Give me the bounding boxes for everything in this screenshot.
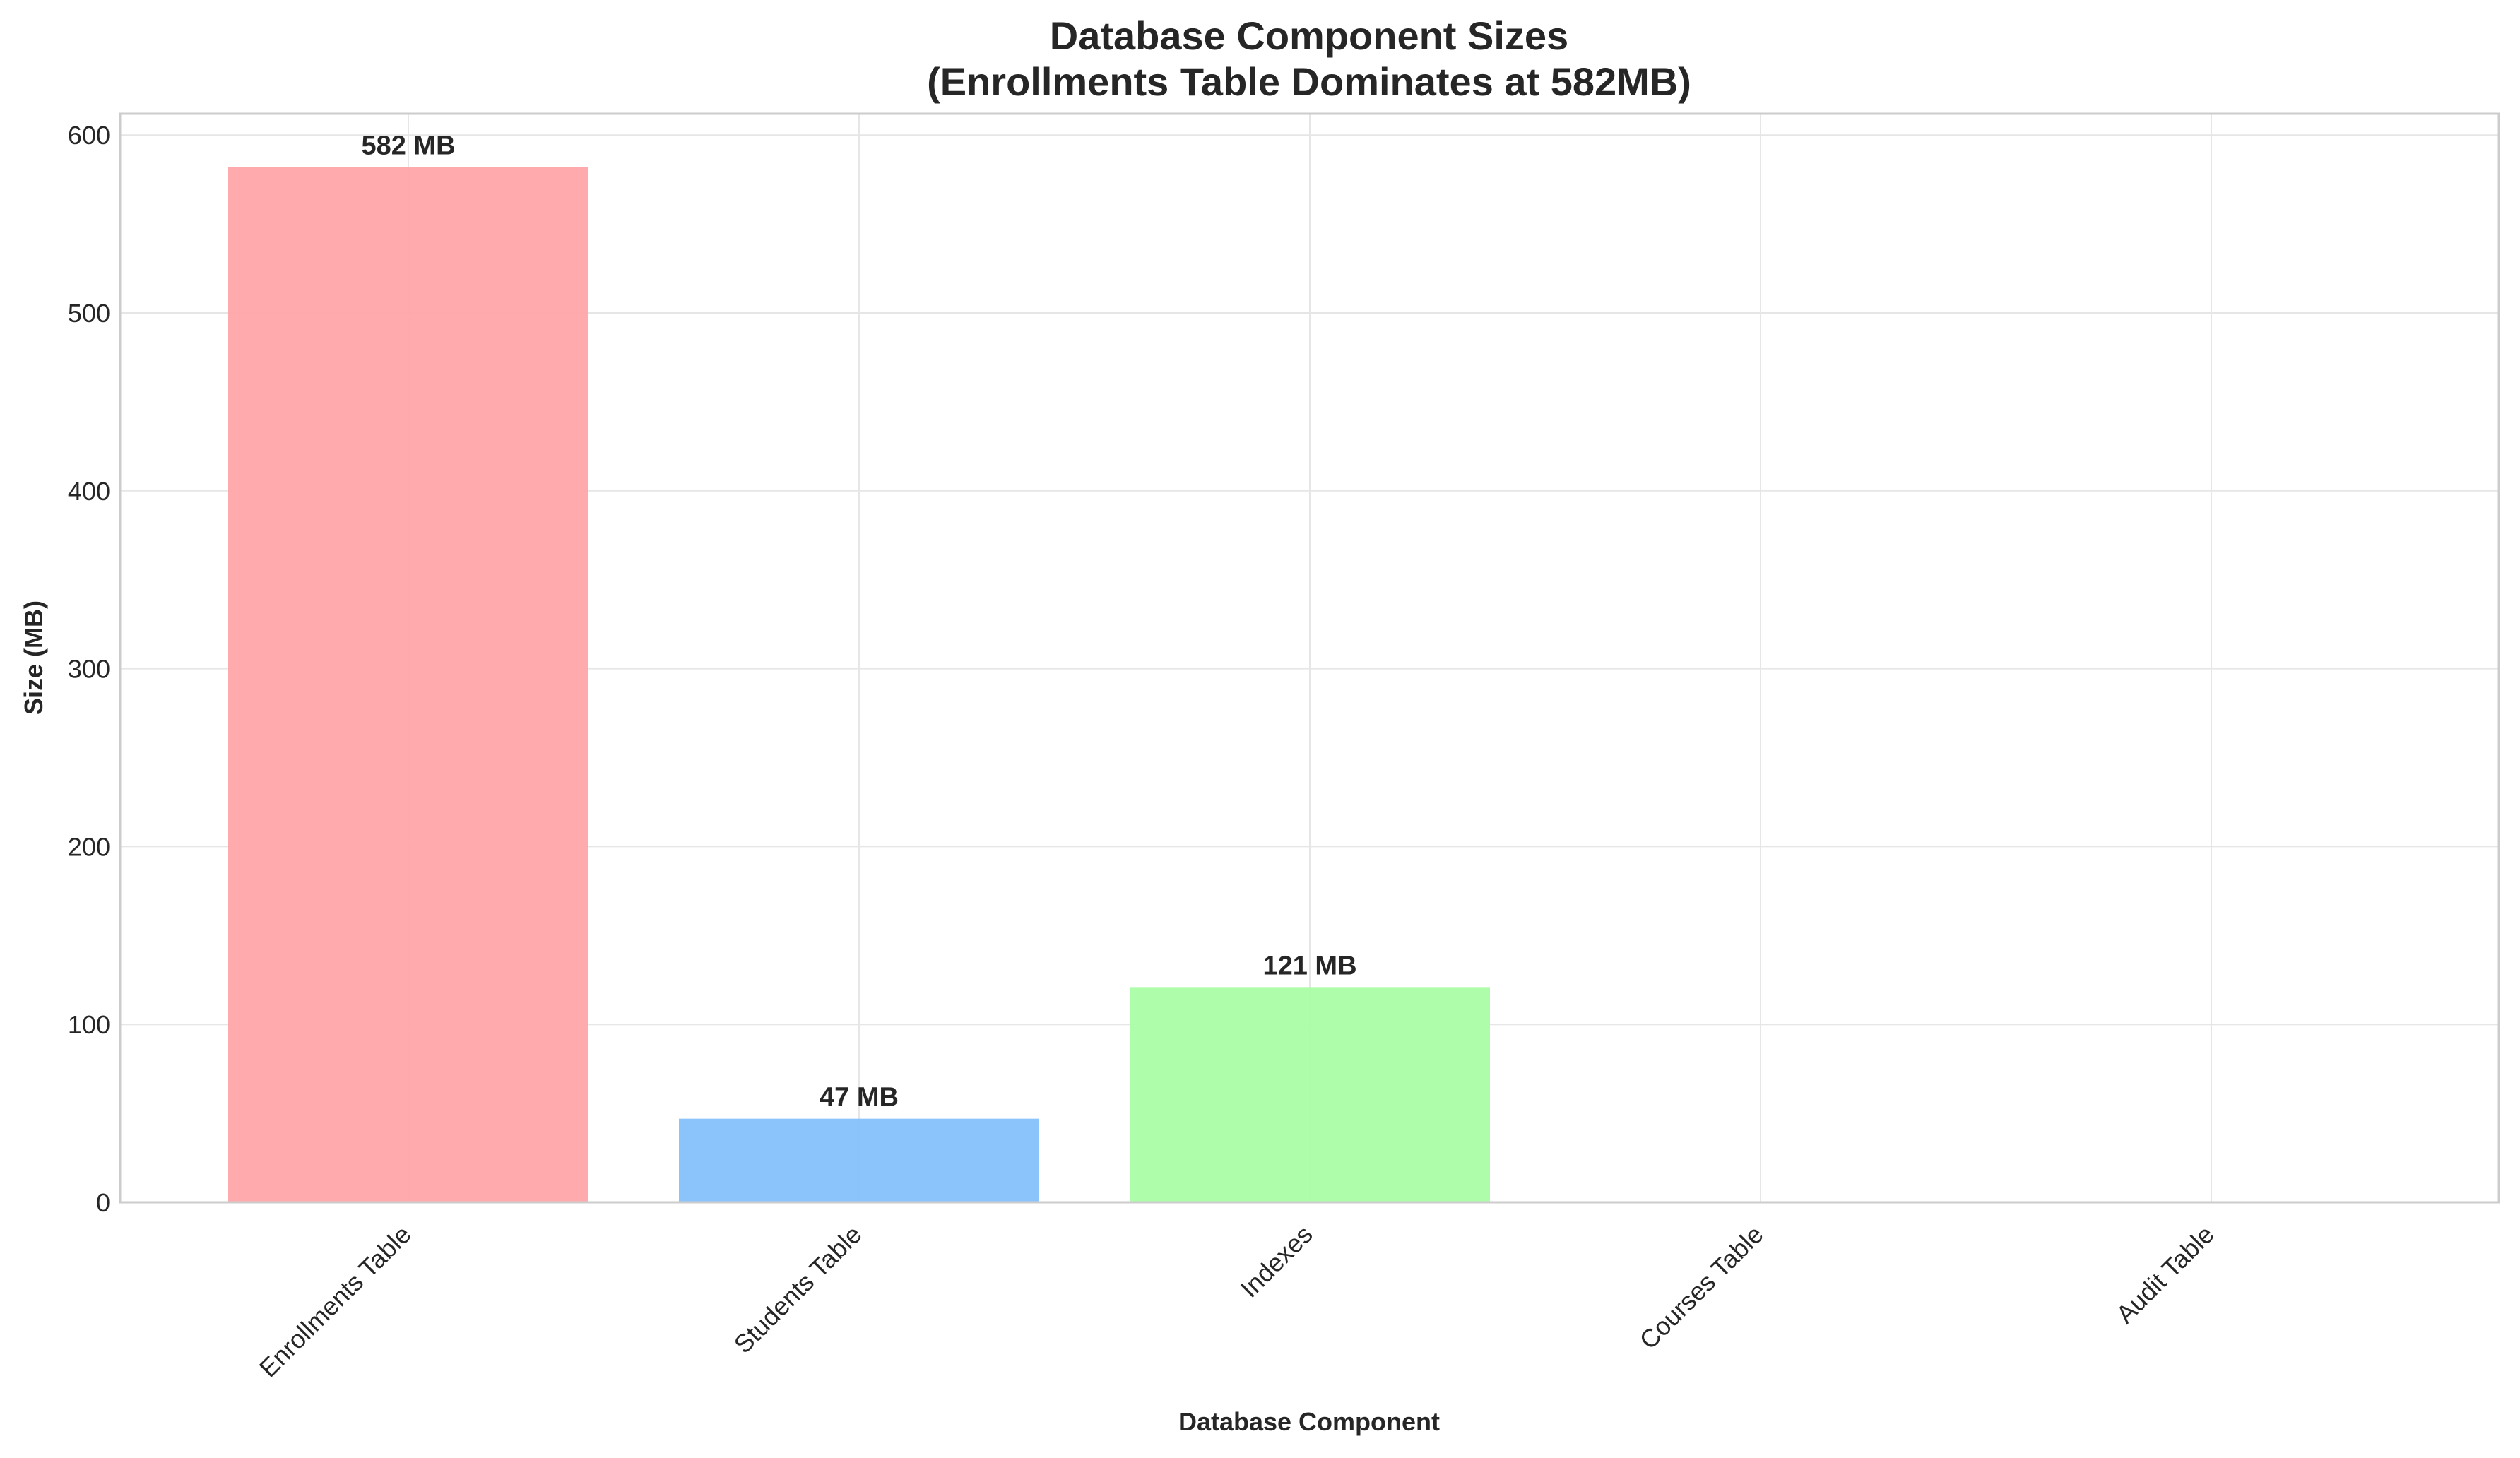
- chart-title-line1: Database Component Sizes: [1050, 13, 1568, 58]
- bar-value-label: 121 MB: [1262, 951, 1356, 980]
- bar-indexes: [1130, 987, 1490, 1202]
- bar-students-table: [679, 1118, 1039, 1202]
- bar-value-label: 582 MB: [361, 131, 455, 161]
- chart-title-line2: (Enrollments Table Dominates at 582MB): [927, 59, 1691, 104]
- y-axis-ticks: 0 100 200 300 400 500 600: [68, 121, 110, 1217]
- bars: [228, 167, 1490, 1203]
- x-axis-title: Database Component: [1178, 1407, 1440, 1436]
- y-tick-label: 0: [96, 1188, 110, 1217]
- bar-value-label: 47 MB: [820, 1083, 899, 1113]
- y-tick-label: 300: [68, 655, 110, 684]
- plot-area-frame: [119, 112, 2500, 1204]
- y-axis-title: Size (MB): [19, 600, 48, 715]
- data-labels: 582 MB 47 MB 121 MB: [361, 131, 1356, 1113]
- y-tick-label: 500: [68, 299, 110, 328]
- y-tick-label: 400: [68, 477, 110, 506]
- y-tick-label: 100: [68, 1010, 110, 1039]
- bar-enrollments-table: [228, 167, 588, 1203]
- y-tick-label: 200: [68, 832, 110, 861]
- y-tick-label: 600: [68, 121, 110, 150]
